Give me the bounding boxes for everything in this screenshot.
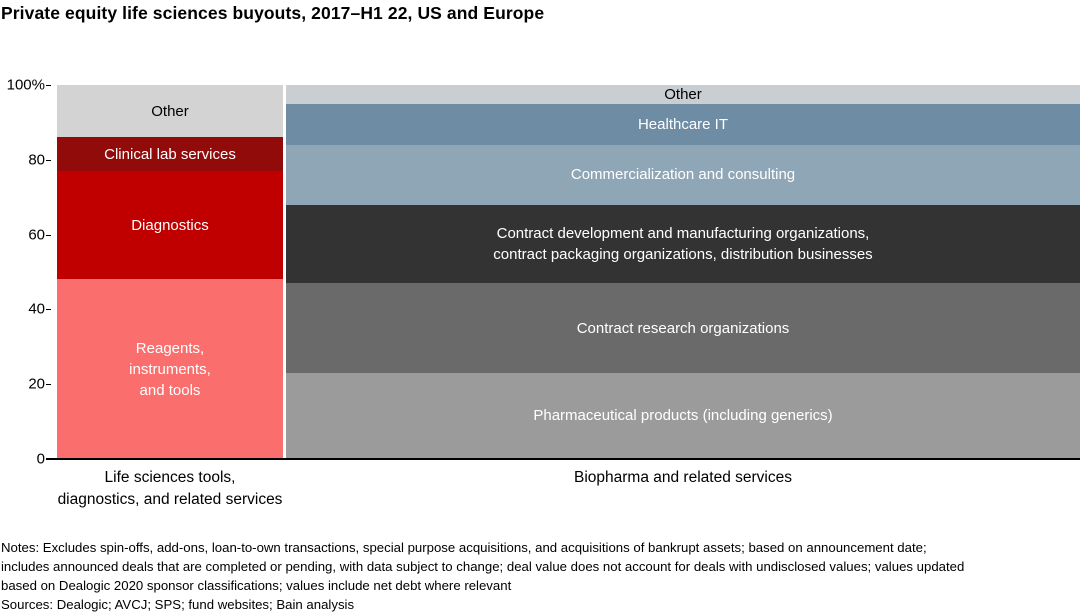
segment-label: Contract development and manufacturing o… (493, 224, 873, 263)
x-axis-baseline (46, 458, 1080, 460)
bar-segment: Contract development and manufacturing o… (286, 204, 1080, 284)
notes-line: Notes: Excludes spin-offs, add-ons, loan… (1, 540, 927, 555)
y-tick-label: 20 (28, 375, 45, 393)
chart-area: 100% 80 60 40 20 0 Reagents, instruments… (0, 77, 1080, 468)
y-tick-label: 40 (28, 300, 45, 318)
bar-segment: Commercialization and consulting (286, 144, 1080, 205)
y-tick-mark (46, 234, 51, 236)
segment-label: Pharmaceutical products (including gener… (533, 407, 833, 425)
category-label-biopharma: Biopharma and related services (574, 469, 792, 486)
category-label-life-sciences-tools: Life sciences tools, diagnostics, and re… (57, 469, 283, 509)
bar-segment: Reagents, instruments, and tools (57, 279, 283, 459)
bar-segment: Diagnostics (57, 171, 283, 280)
bar-life-sciences-tools: Reagents, instruments, and tools Diagnost… (57, 85, 283, 459)
y-tick-label: 0 (36, 450, 45, 468)
segment-label: Clinical lab services (104, 145, 236, 163)
bar-segment: Pharmaceutical products (including gener… (286, 372, 1080, 459)
sources-line: Sources: Dealogic; AVCJ; SPS; fund websi… (1, 597, 355, 612)
notes-line: includes announced deals that are comple… (1, 559, 965, 574)
bar-segment: Other (286, 85, 1080, 104)
y-tick-label: 100% (6, 76, 45, 94)
segment-label: Commercialization and consulting (570, 166, 796, 184)
y-tick-mark (46, 384, 51, 386)
y-tick-label: 80 (28, 151, 45, 169)
notes-line: based on Dealogic 2020 sponsor classific… (1, 578, 512, 593)
y-tick-label: 60 (28, 226, 45, 244)
segment-label: Diagnostics (131, 216, 209, 234)
segment-label: Other (664, 85, 702, 103)
y-tick-mark (46, 309, 51, 311)
segment-label: Reagents, instruments, and tools (129, 339, 211, 399)
bar-segment: Contract research organizations (286, 283, 1080, 373)
bar-segment: Other (57, 85, 283, 138)
footnotes: Notes: Excludes spin-offs, add-ons, loan… (1, 538, 964, 612)
segment-label: Contract research organizations (576, 319, 790, 337)
segment-label: Other (151, 102, 189, 120)
bar-segment: Healthcare IT (286, 103, 1080, 145)
bar-segment: Clinical lab services (57, 137, 283, 172)
y-axis: 100% 80 60 40 20 0 (0, 77, 45, 468)
y-tick-mark (46, 85, 51, 86)
plot-area: Reagents, instruments, and tools Diagnost… (57, 85, 1080, 459)
bar-biopharma: Pharmaceutical products (including gener… (286, 85, 1080, 459)
y-tick-mark (46, 159, 51, 161)
segment-label: Healthcare IT (637, 115, 729, 133)
chart-title: Private equity life sciences buyouts, 20… (1, 3, 545, 23)
